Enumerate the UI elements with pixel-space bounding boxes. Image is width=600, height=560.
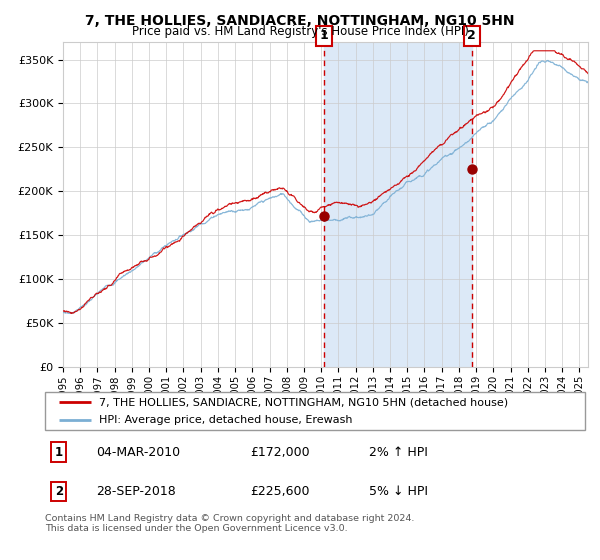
Text: 04-MAR-2010: 04-MAR-2010 bbox=[96, 446, 181, 459]
Text: 1: 1 bbox=[55, 446, 63, 459]
Text: 2: 2 bbox=[55, 485, 63, 498]
Text: 2% ↑ HPI: 2% ↑ HPI bbox=[369, 446, 428, 459]
FancyBboxPatch shape bbox=[45, 392, 585, 430]
Text: £225,600: £225,600 bbox=[250, 485, 310, 498]
Text: 7, THE HOLLIES, SANDIACRE, NOTTINGHAM, NG10 5HN (detached house): 7, THE HOLLIES, SANDIACRE, NOTTINGHAM, N… bbox=[99, 397, 508, 407]
Text: 1: 1 bbox=[320, 29, 328, 42]
Text: 5% ↓ HPI: 5% ↓ HPI bbox=[369, 485, 428, 498]
Bar bbox=[324, 42, 472, 367]
Text: 2: 2 bbox=[467, 29, 476, 42]
Text: HPI: Average price, detached house, Erewash: HPI: Average price, detached house, Erew… bbox=[99, 415, 353, 425]
Text: 28-SEP-2018: 28-SEP-2018 bbox=[96, 485, 176, 498]
Text: Price paid vs. HM Land Registry's House Price Index (HPI): Price paid vs. HM Land Registry's House … bbox=[131, 25, 469, 38]
Text: 7, THE HOLLIES, SANDIACRE, NOTTINGHAM, NG10 5HN: 7, THE HOLLIES, SANDIACRE, NOTTINGHAM, N… bbox=[85, 14, 515, 28]
Text: £172,000: £172,000 bbox=[250, 446, 310, 459]
Text: Contains HM Land Registry data © Crown copyright and database right 2024.
This d: Contains HM Land Registry data © Crown c… bbox=[45, 514, 415, 534]
